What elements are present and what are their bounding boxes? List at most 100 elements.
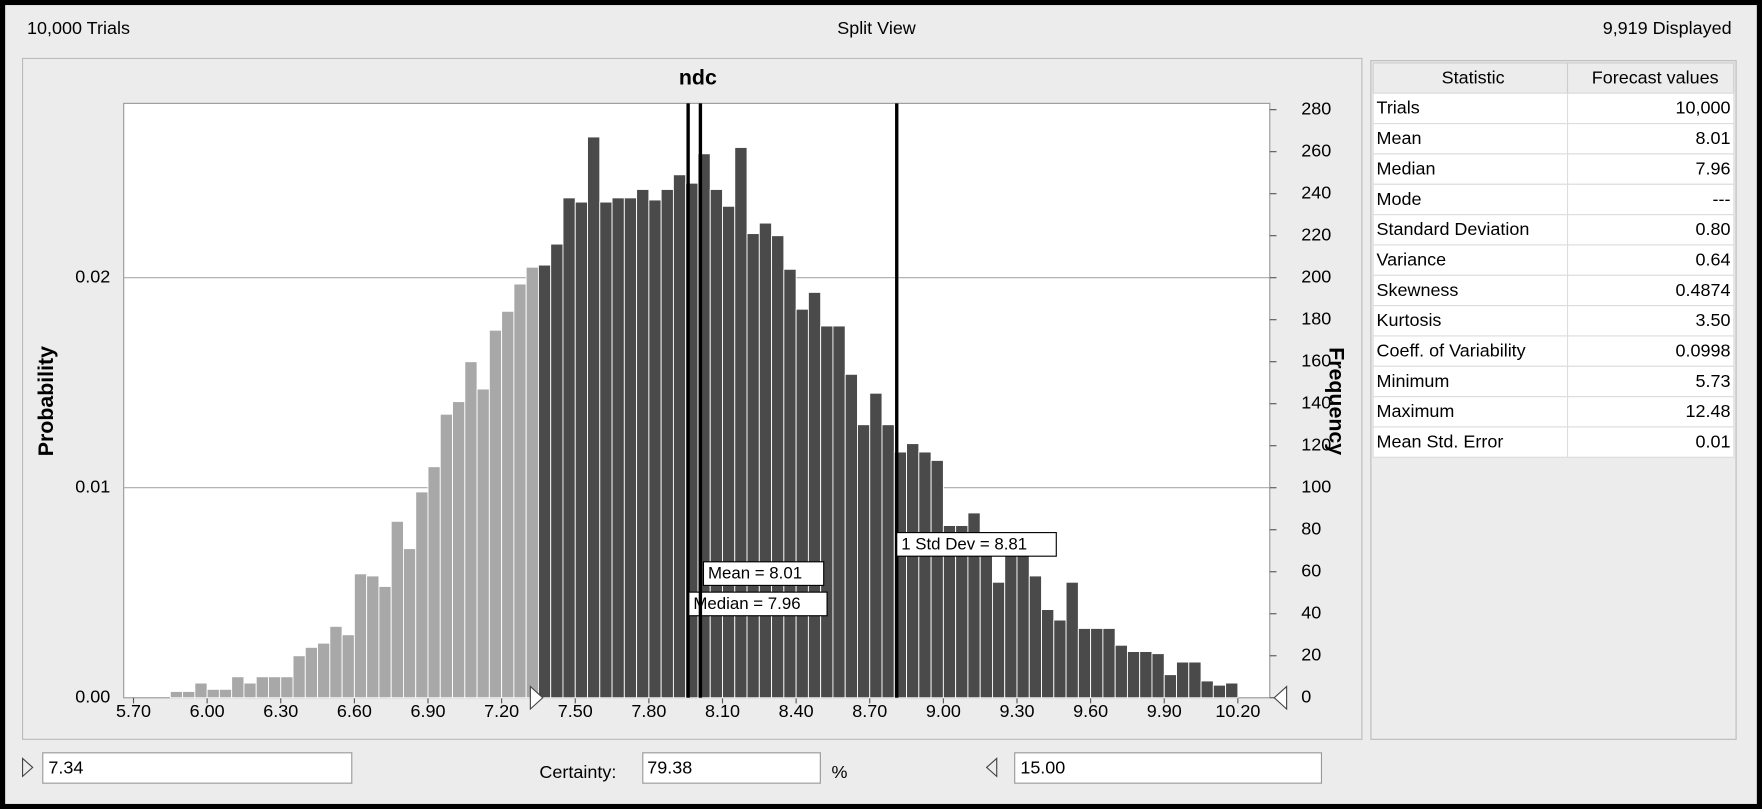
histogram-bar: [427, 466, 441, 699]
certainty-input[interactable]: [642, 752, 821, 784]
upper-value[interactable]: 15.00: [1020, 757, 1065, 777]
histogram-bar: [366, 575, 380, 699]
histogram-bar: [182, 691, 196, 699]
histogram-bar: [636, 189, 650, 699]
displayed-count: 9,919 Displayed: [1603, 18, 1732, 38]
stat-name: Kurtosis: [1377, 310, 1442, 330]
x-tick-label: 5.70: [116, 701, 151, 721]
histogram-bar: [1163, 674, 1177, 699]
histogram-bar: [194, 682, 208, 699]
x-tick-label: 6.00: [190, 701, 225, 721]
histogram-bar: [550, 243, 564, 699]
histogram-bar: [1077, 628, 1092, 699]
stats-row: [1372, 244, 1735, 276]
histogram-bar: [562, 197, 576, 699]
x-tick-label: 6.90: [411, 701, 446, 721]
stat-value: 0.64: [1695, 249, 1730, 269]
y2-tick-label: 160: [1301, 350, 1331, 370]
trials-count: 10,000 Trials: [27, 18, 130, 38]
stat-value: 7.96: [1695, 158, 1730, 178]
histogram-bar: [1139, 651, 1153, 699]
x-tick-label: 9.60: [1073, 701, 1108, 721]
x-tick-label: 10.20: [1215, 701, 1260, 721]
histogram-bar: [660, 189, 674, 699]
y-tick-label: 0.00: [75, 687, 110, 707]
lower-value[interactable]: 7.34: [48, 757, 83, 777]
stat-name: Maximum: [1377, 401, 1455, 421]
y2-tick-label: 40: [1301, 602, 1321, 622]
stat-value: 10,000: [1675, 98, 1730, 118]
histogram-bar: [403, 548, 417, 699]
stat-value: 0.80: [1695, 219, 1730, 239]
y2-tick-label: 0: [1301, 687, 1311, 707]
histogram-bar: [1065, 581, 1079, 699]
histogram-bar: [304, 646, 319, 699]
y2-tick-label: 180: [1301, 308, 1331, 328]
stats-row: [1372, 365, 1735, 398]
histogram-bar: [881, 424, 895, 699]
stats-row: [1372, 274, 1735, 307]
stat-value: 3.50: [1695, 310, 1730, 330]
histogram-bar: [599, 201, 613, 699]
x-tick-label: 6.60: [337, 701, 372, 721]
stat-value: 0.0998: [1675, 340, 1730, 360]
histogram-bar: [537, 264, 552, 699]
histogram-bar: [341, 634, 355, 699]
histogram-bar: [1041, 609, 1055, 699]
marker-label: Mean = 8.01: [708, 564, 802, 583]
histogram-bar: [513, 283, 527, 699]
histogram-bar: [771, 235, 785, 699]
marker-label: Median = 7.96: [693, 594, 800, 613]
histogram-bar: [1176, 661, 1190, 699]
histogram-bar: [206, 688, 220, 699]
certainty-value[interactable]: 79.38: [647, 757, 692, 777]
upper-input[interactable]: [1014, 752, 1323, 784]
histogram-bar: [709, 189, 723, 699]
x-tick-label: 6.30: [263, 701, 298, 721]
stat-name: Mean Std. Error: [1377, 431, 1504, 451]
histogram-bar: [832, 325, 846, 699]
histogram-bar: [439, 413, 453, 699]
y2-tick-label: 140: [1301, 392, 1331, 412]
certainty-label: Certainty:: [539, 762, 616, 782]
stats-row: [1372, 183, 1735, 216]
histogram-bar: [329, 625, 343, 699]
histogram-bar: [353, 573, 368, 699]
histogram-bar: [231, 676, 245, 699]
stats-row: [1372, 214, 1735, 246]
stat-name: Variance: [1377, 249, 1447, 269]
histogram-bar: [452, 401, 466, 699]
stat-value: 0.4874: [1675, 280, 1730, 300]
chart-title: ndc: [679, 65, 717, 89]
histogram-bar: [525, 266, 539, 699]
stat-name: Standard Deviation: [1377, 219, 1530, 239]
stat-value: 12.48: [1685, 401, 1730, 421]
stats-row: [1372, 396, 1735, 428]
stat-value: 8.01: [1695, 128, 1730, 148]
histogram-bar: [1090, 628, 1104, 699]
stats-row: [1372, 153, 1735, 185]
histogram-bar: [476, 388, 490, 699]
histogram-bar: [280, 676, 294, 699]
y-tick-label: 0.01: [75, 476, 110, 496]
y-tick-label: 0.02: [75, 266, 110, 286]
histogram-bar: [1004, 543, 1018, 699]
y2-tick-label: 280: [1301, 98, 1331, 118]
histogram-bar: [1200, 680, 1214, 699]
y2-tick-label: 80: [1301, 518, 1321, 538]
y-axis-label: Probability: [34, 346, 58, 456]
histogram-bar: [844, 373, 858, 699]
histogram-bar: [218, 688, 233, 699]
stat-name: Skewness: [1377, 280, 1459, 300]
lower-slider: [529, 685, 544, 711]
histogram-bar: [1028, 575, 1042, 699]
lower-arrow: [21, 757, 34, 778]
view-mode[interactable]: Split View: [837, 18, 917, 38]
lower-input[interactable]: [42, 752, 353, 784]
y2-tick-label: 20: [1301, 645, 1321, 665]
histogram-bar: [574, 201, 588, 699]
histogram-bar: [869, 392, 883, 699]
stats-row: [1372, 426, 1735, 458]
histogram-bar: [807, 291, 822, 699]
